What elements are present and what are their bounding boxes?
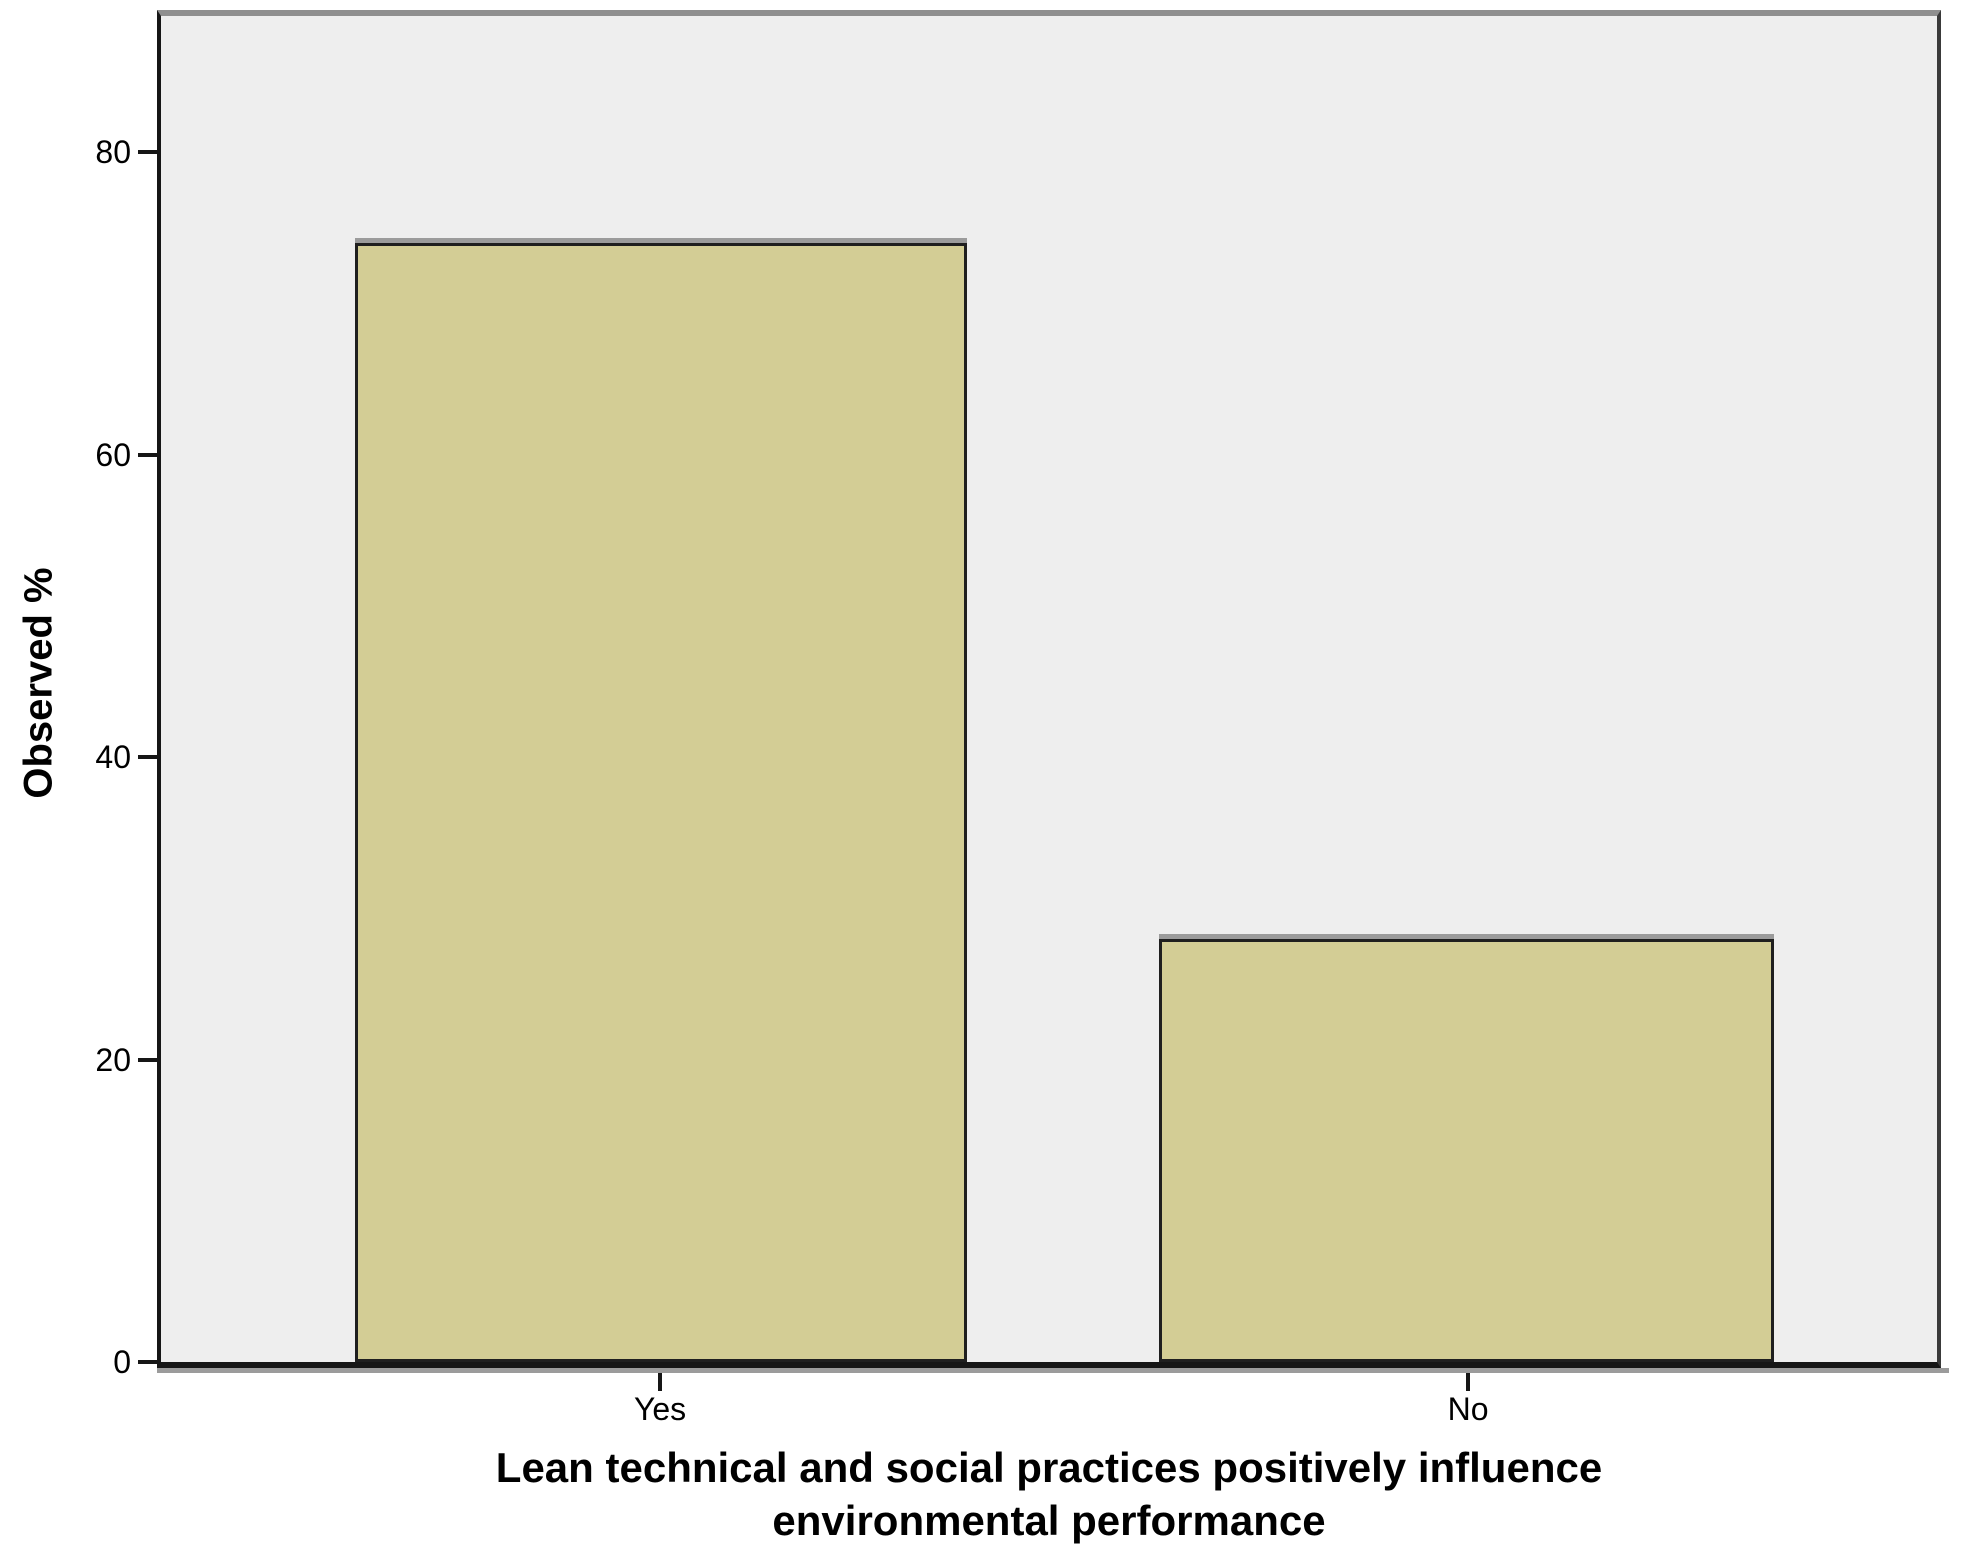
y-tick-60: 60 [95, 439, 161, 471]
plot-area: 80 60 40 20 0 Yes No [95, 10, 1941, 1425]
y-tick-label: 60 [95, 436, 131, 473]
y-tick-40: 40 [95, 741, 161, 773]
y-axis-title: Observed % [16, 567, 61, 799]
y-tick-mark [138, 1057, 161, 1062]
y-tick-mark [138, 755, 161, 760]
x-tick-mark-no [1466, 1368, 1471, 1391]
x-axis-title: Lean technical and social practices posi… [157, 1442, 1941, 1548]
y-tick-label: 40 [95, 739, 131, 776]
bar-yes [354, 242, 968, 1362]
x-axis-title-line2: environmental performance [772, 1496, 1326, 1544]
x-tick-mark-yes [658, 1368, 663, 1391]
y-tick-label: 80 [95, 134, 131, 171]
x-tick-label-yes: Yes [633, 1391, 687, 1427]
y-tick-20: 20 [95, 1044, 161, 1076]
y-tick-mark [138, 150, 161, 155]
y-tick-80: 80 [95, 136, 161, 168]
bar-no [1159, 938, 1774, 1362]
x-axis-title-line1: Lean technical and social practices posi… [495, 1444, 1603, 1491]
y-tick-label: 20 [95, 1041, 131, 1078]
y-tick-mark [138, 1360, 161, 1364]
x-tick-label-no: No [1447, 1391, 1489, 1427]
x-axis-shadow [157, 1368, 1949, 1373]
y-tick-label: 0 [113, 1344, 131, 1380]
y-tick-mark [138, 452, 161, 457]
y-tick-0: 0 [113, 1346, 161, 1378]
